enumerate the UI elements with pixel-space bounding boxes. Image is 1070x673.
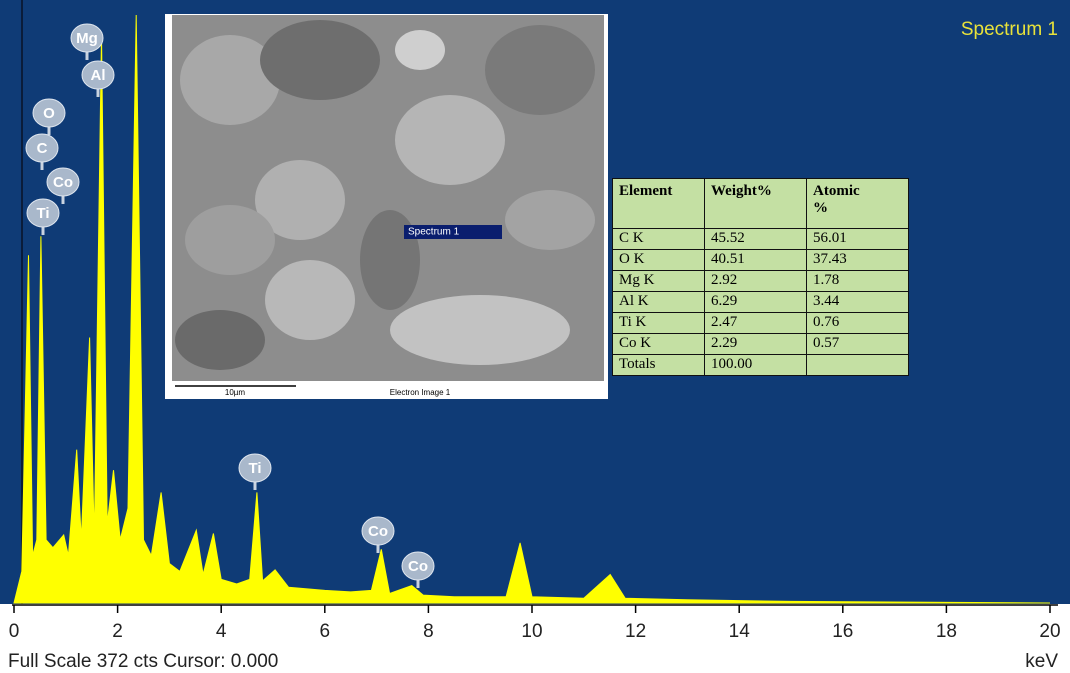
peak-label: C — [37, 140, 48, 157]
table-cell: Mg K — [613, 271, 705, 292]
table-cell: 37.43 — [807, 250, 909, 271]
table-cell: 40.51 — [705, 250, 807, 271]
chart-title: Spectrum 1 — [961, 19, 1058, 40]
electron-image: Spectrum 1 10µm Electron Image 1 — [165, 14, 608, 399]
image-scale: 10µm — [225, 388, 246, 397]
table-header-cell: Element — [613, 179, 705, 229]
image-caption: Electron Image 1 — [390, 388, 451, 397]
table-cell: Ti K — [613, 313, 705, 334]
peak-label: Ti — [36, 205, 49, 222]
table-header-text: Atomic % — [813, 183, 868, 217]
x-tick-label: 10 — [521, 621, 542, 642]
table-cell: 100.00 — [705, 355, 807, 376]
x-tick-label: 16 — [832, 621, 853, 642]
footer-status: Full Scale 372 cts Cursor: 0.000 — [8, 651, 278, 672]
table-cell: 6.29 — [705, 292, 807, 313]
x-tick-label: 6 — [320, 621, 331, 642]
table-cell: Totals — [613, 355, 705, 376]
x-tick-label: 18 — [936, 621, 957, 642]
x-tick-label: 14 — [729, 621, 751, 642]
table-cell: 2.29 — [705, 334, 807, 355]
table-cell: 2.92 — [705, 271, 807, 292]
peak-label: Ti — [248, 460, 261, 477]
table-header-text: Element — [619, 183, 674, 200]
table-cell: 0.76 — [807, 313, 909, 334]
peak-label: O — [43, 105, 55, 122]
x-tick-label: 20 — [1039, 621, 1060, 642]
table-cell — [807, 355, 909, 376]
table-cell: 2.47 — [705, 313, 807, 334]
x-axis-label: keV — [1025, 651, 1058, 672]
peak-label: Co — [408, 558, 428, 575]
table-header-text: Weight% — [711, 183, 766, 200]
table-cell: 45.52 — [705, 229, 807, 250]
x-tick-label: 12 — [625, 621, 646, 642]
table-cell: 3.44 — [807, 292, 909, 313]
x-tick-label: 2 — [112, 621, 123, 642]
peak-label: Al — [91, 67, 106, 84]
x-tick-label: 4 — [216, 621, 227, 642]
table-cell: 1.78 — [807, 271, 909, 292]
table-header-cell: Weight% — [705, 179, 807, 229]
table-cell: 56.01 — [807, 229, 909, 250]
x-tick-label: 8 — [423, 621, 434, 642]
x-tick-label: 0 — [9, 621, 20, 642]
peak-label: Co — [368, 523, 388, 540]
table-cell: C K — [613, 229, 705, 250]
table-cell: 0.57 — [807, 334, 909, 355]
table-cell: Al K — [613, 292, 705, 313]
peak-label: Mg — [76, 30, 98, 47]
table-header-cell: Atomic % — [807, 179, 909, 229]
image-marker: Spectrum 1 — [408, 227, 460, 238]
peak-label: Co — [53, 174, 73, 191]
table-cell: O K — [613, 250, 705, 271]
table-header-row: Element Weight% Atomic % — [613, 179, 909, 229]
chart: Spectrum 1 MgAlOCCoTiTiCoCo Spectrum 1 1… — [0, 0, 1070, 673]
page: Spectrum 1 MgAlOCCoTiTiCoCo Spectrum 1 1… — [0, 0, 1070, 673]
table-cell: Co K — [613, 334, 705, 355]
